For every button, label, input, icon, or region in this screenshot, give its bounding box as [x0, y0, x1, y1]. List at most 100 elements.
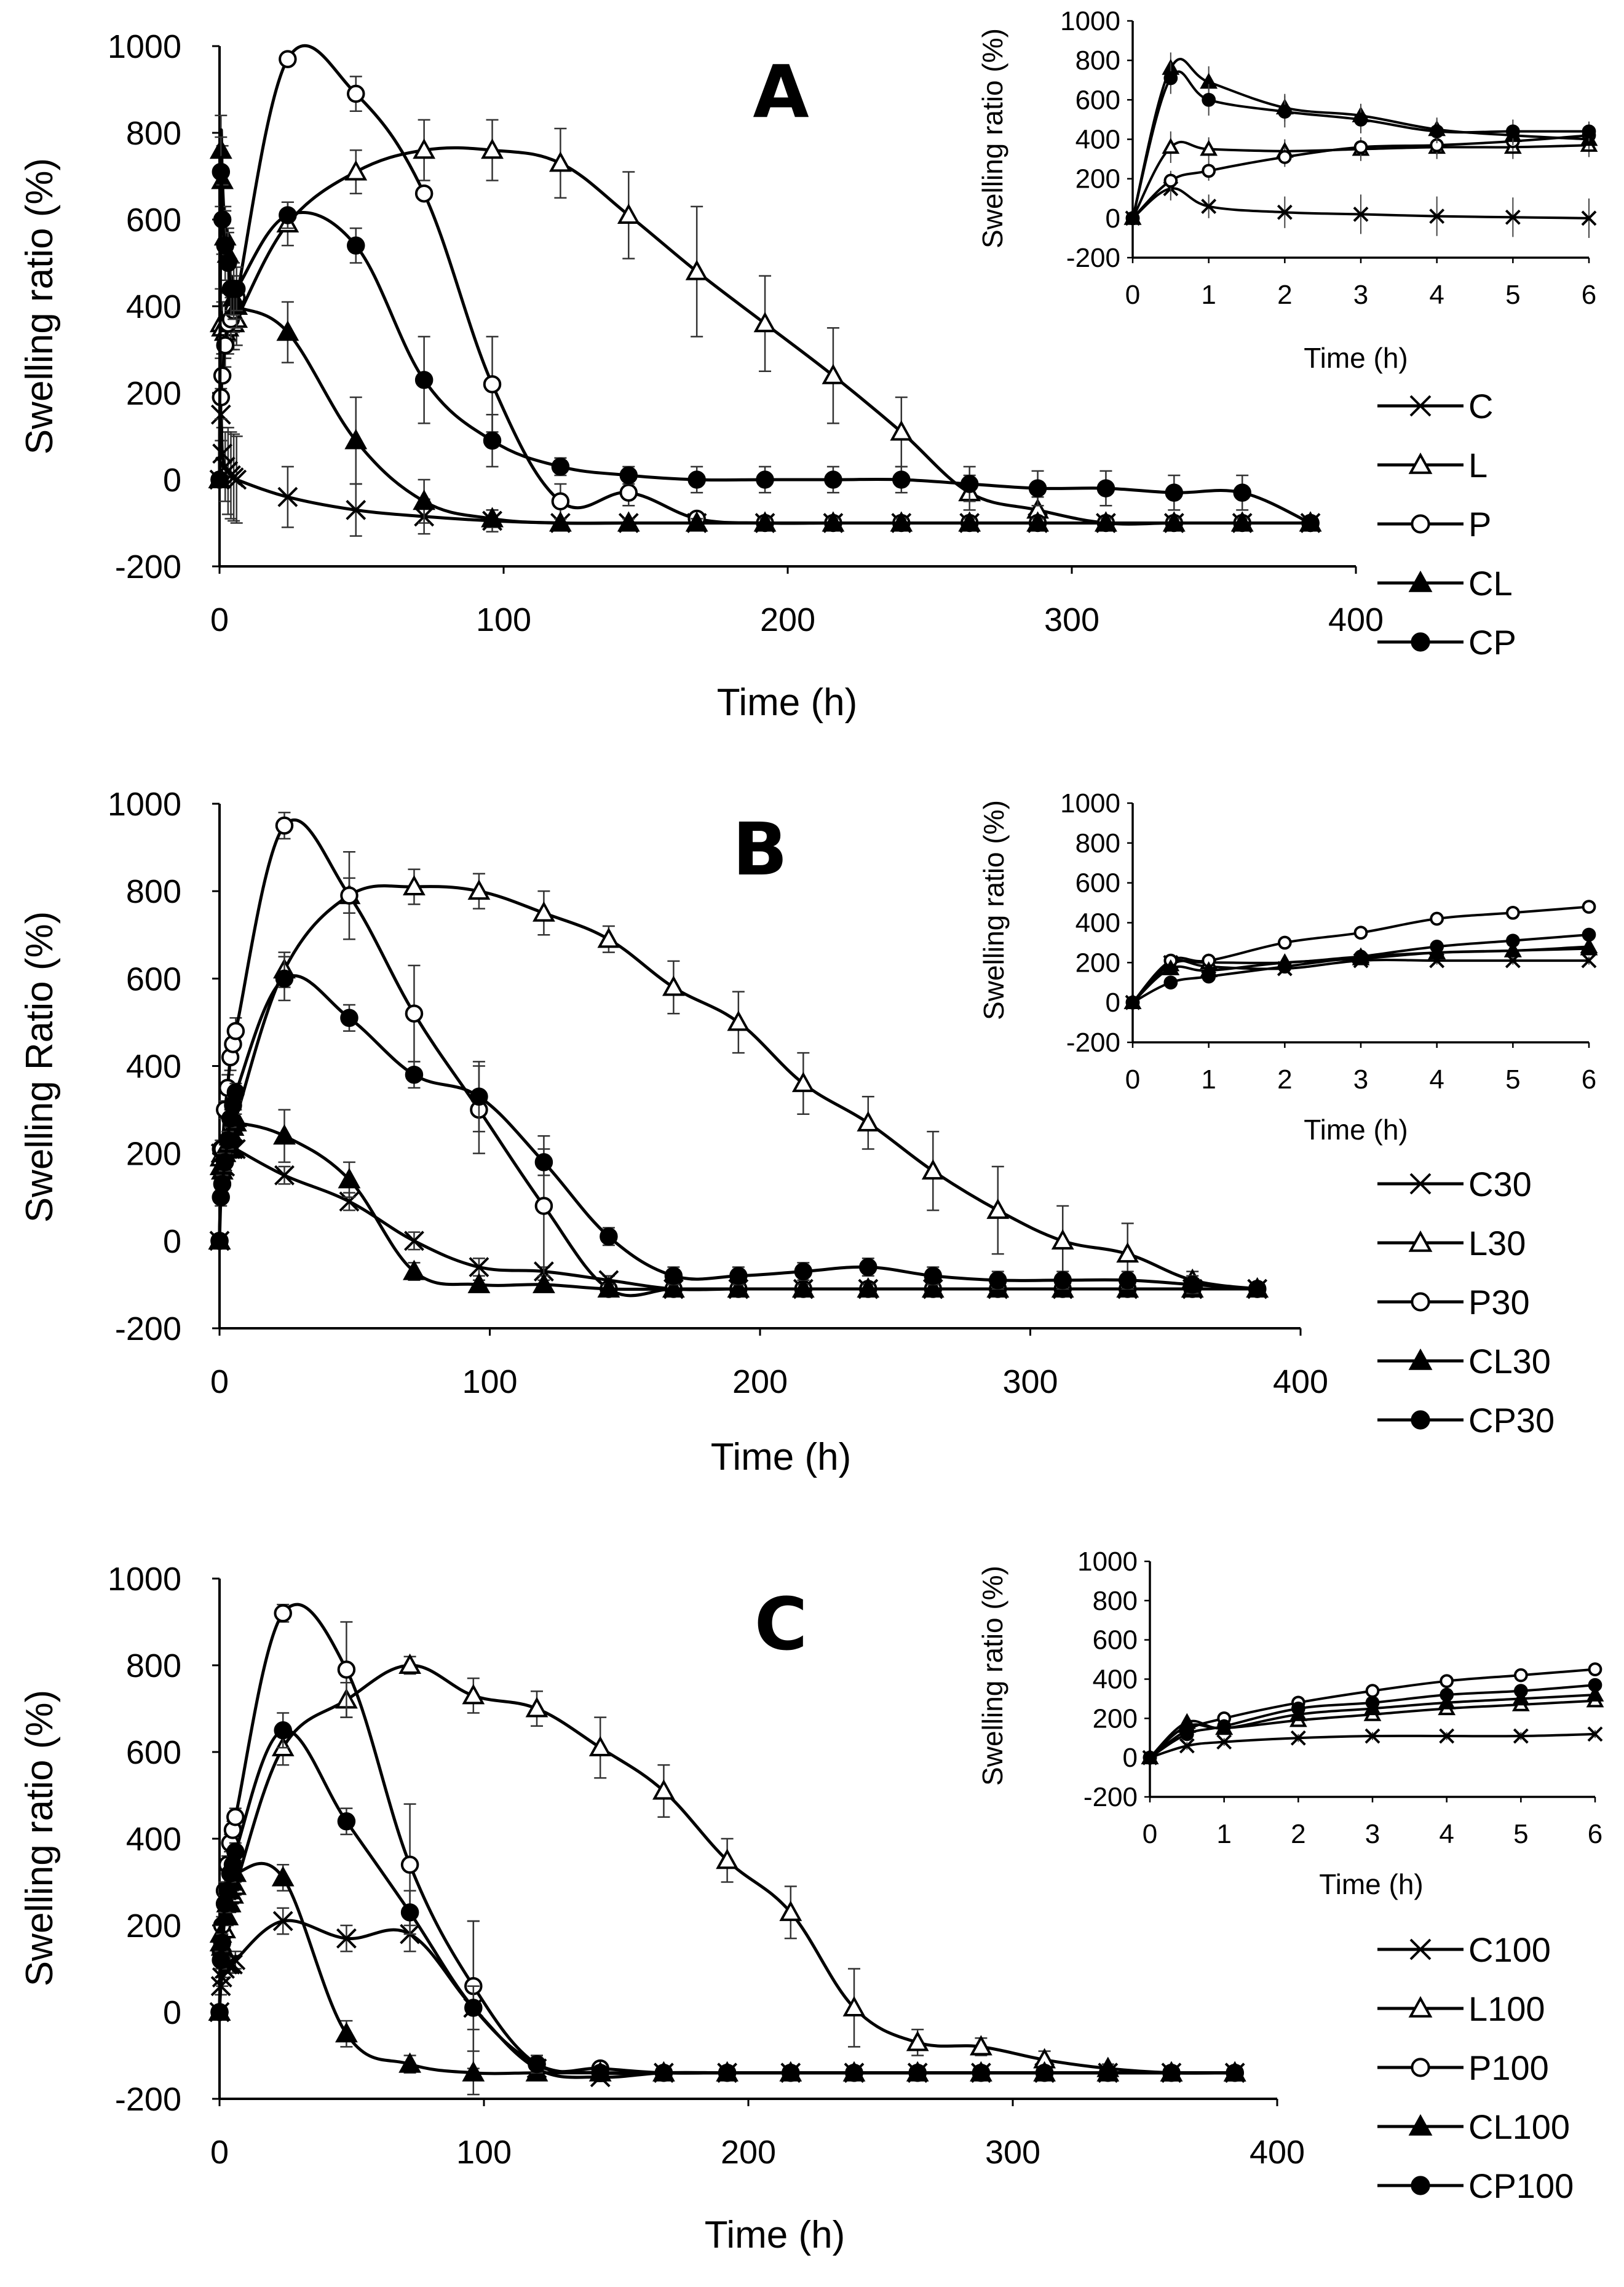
- x-tick-label: 300: [1002, 1363, 1058, 1400]
- legend-item-CP30: CP30: [1377, 1401, 1555, 1440]
- inset-x-tick-label: 4: [1439, 1819, 1454, 1849]
- legend-marker: [1411, 2058, 1430, 2077]
- data-point: [226, 1021, 245, 1040]
- inset-data-point: [1430, 124, 1444, 139]
- data-point: [1183, 1275, 1202, 1294]
- data-point: [218, 1881, 237, 1900]
- y-tick-label: 200: [126, 375, 181, 412]
- data-point: [212, 162, 231, 181]
- inset-data-point: [1505, 933, 1520, 948]
- data-point: [346, 499, 366, 520]
- legend-item-C30: C30: [1377, 1165, 1532, 1203]
- x-tick-label: 300: [985, 2134, 1040, 2171]
- data-point: [779, 1900, 802, 1921]
- data-point: [338, 1168, 361, 1189]
- inset-data-point: [1439, 1728, 1455, 1744]
- data-point: [1233, 483, 1251, 502]
- legend-label: P30: [1468, 1283, 1530, 1322]
- inset-data-point: [1163, 173, 1178, 188]
- inset-y-axis-title: Swelling ratio (%): [976, 28, 1008, 248]
- data-point: [1118, 1271, 1137, 1290]
- inset-y-tick-label: 800: [1075, 828, 1120, 858]
- data-point: [551, 458, 570, 476]
- data-point: [400, 1903, 419, 1922]
- data-point: [718, 2063, 737, 2082]
- inset-data-point: [1291, 1702, 1305, 1716]
- data-point: [970, 2035, 992, 2056]
- inset-background: [1147, 1555, 1601, 1799]
- data-point: [404, 1231, 424, 1251]
- inset-data-point: [1143, 1750, 1157, 1765]
- legend-label: CP30: [1468, 1401, 1555, 1440]
- inset-data-point: [1505, 209, 1521, 225]
- data-point: [617, 511, 640, 532]
- inset-data-point: [1179, 1727, 1194, 1742]
- inset-y-tick-label: 400: [1075, 908, 1120, 938]
- data-point: [551, 492, 570, 510]
- x-tick-label: 100: [456, 2134, 512, 2171]
- legend-item-L100: L100: [1377, 1989, 1545, 2028]
- inset-data-point: [1202, 969, 1216, 984]
- data-point: [986, 1198, 1010, 1219]
- inset-y-tick-label: -200: [1066, 243, 1120, 273]
- legend-marker: [1408, 2114, 1433, 2136]
- data-point: [588, 1735, 612, 1756]
- inset-series-line: [1149, 1694, 1596, 1759]
- inset-data-point: [1440, 1674, 1454, 1689]
- inset-data-point: [1162, 138, 1180, 154]
- legend-item-CL30: CL30: [1377, 1342, 1551, 1381]
- inset-y-tick-label: -200: [1066, 1028, 1120, 1058]
- inset-x-tick-label: 1: [1201, 280, 1216, 310]
- inset-x-tick-label: 5: [1505, 280, 1520, 310]
- data-point: [275, 816, 294, 835]
- inset-x-tick-label: 2: [1277, 1064, 1292, 1095]
- y-tick-label: 600: [126, 202, 181, 239]
- x-tick-label: 0: [210, 2134, 229, 2171]
- inset-x-axis-title: Time (h): [1304, 342, 1408, 374]
- inset-data-point: [1588, 1662, 1602, 1676]
- inset-data-point: [1200, 140, 1218, 156]
- data-point: [413, 138, 436, 159]
- inset-data-point: [1277, 959, 1292, 974]
- data-point: [906, 2031, 929, 2051]
- x-tick-label: 200: [732, 1363, 788, 1400]
- y-tick-label: 400: [126, 1821, 181, 1858]
- inset-y-axis-title: Swelling ratio (%): [976, 1566, 1008, 1786]
- inset-series-CP: [1125, 62, 1596, 226]
- data-point: [403, 1259, 426, 1280]
- y-tick-label: 0: [163, 1223, 181, 1260]
- data-point: [340, 1009, 358, 1028]
- data-point: [528, 2055, 546, 2074]
- data-point: [210, 1232, 229, 1250]
- data-point: [989, 1271, 1007, 1290]
- data-point: [549, 511, 572, 532]
- data-point: [960, 475, 979, 493]
- series-line: [218, 1919, 1235, 2079]
- inset-data-point: [1162, 959, 1180, 975]
- inset-x-tick-label: 0: [1143, 1819, 1157, 1849]
- legend-item-C: C: [1377, 387, 1493, 426]
- inset-data-point: [1290, 1730, 1306, 1746]
- series-CL100: [208, 1861, 1246, 2082]
- inset-x-tick-label: 1: [1216, 1819, 1231, 1849]
- data-point: [958, 511, 981, 532]
- inset-data-point: [1440, 1687, 1454, 1702]
- legend: C30 L30 P30 CL30 CP30: [1377, 1165, 1555, 1440]
- data-point: [210, 470, 229, 489]
- data-point: [1165, 483, 1184, 502]
- inset-data-point: [1438, 1693, 1456, 1710]
- inset-y-tick-label: 0: [1106, 988, 1120, 1018]
- data-point: [213, 367, 232, 385]
- data-point: [467, 879, 491, 900]
- legend-marker: [1408, 1348, 1433, 1370]
- data-point: [652, 1779, 675, 1800]
- inset-data-point: [1217, 1719, 1232, 1734]
- legend-label: CP100: [1468, 2166, 1574, 2205]
- data-point: [857, 1277, 880, 1298]
- y-tick-label: 600: [126, 1734, 181, 1771]
- legend-marker: [1411, 1410, 1430, 1430]
- x-axis-title: Time (h): [705, 2214, 845, 2256]
- y-tick-label: 200: [126, 1908, 181, 1944]
- data-point: [414, 184, 434, 203]
